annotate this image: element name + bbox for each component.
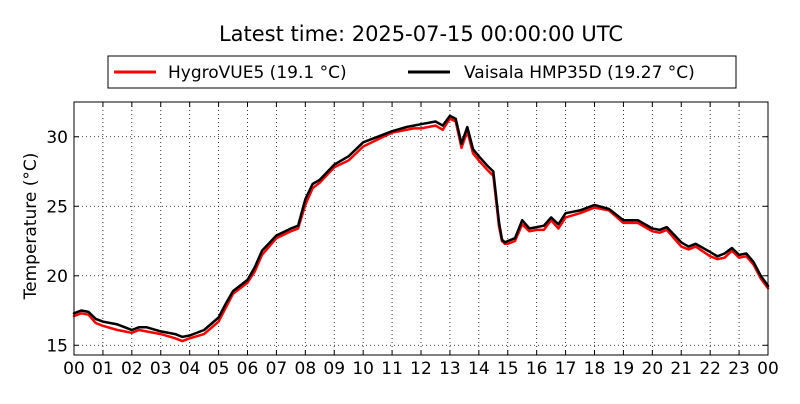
y-tick-label: 25 bbox=[46, 197, 68, 217]
x-tick-label: 05 bbox=[208, 359, 230, 379]
x-tick-label: 10 bbox=[352, 359, 374, 379]
series-lines bbox=[72, 114, 770, 343]
y-tick-label: 15 bbox=[46, 336, 68, 356]
axis-ticks: 00 01 02 03 04 05 06 07 08 09 10 11 12 13 14 15 16 17 18 19… bbox=[46, 102, 779, 379]
x-tick-label: 08 bbox=[295, 359, 317, 379]
x-tick-label: 16 bbox=[526, 359, 548, 379]
x-tick-label: 15 bbox=[497, 359, 519, 379]
x-tick-label: 21 bbox=[670, 359, 692, 379]
x-tick-label: 22 bbox=[699, 359, 721, 379]
x-tick-label: 14 bbox=[468, 359, 490, 379]
x-tick-label: 12 bbox=[410, 359, 432, 379]
legend: HygroVUE5 (19.1 °C) Vaisala HMP35D (19.2… bbox=[107, 55, 737, 89]
x-tick-label: 09 bbox=[323, 359, 345, 379]
x-tick-label: 23 bbox=[728, 359, 750, 379]
legend-label-hygrovue5: HygroVUE5 (19.1 °C) bbox=[168, 63, 347, 83]
x-tick-label: 13 bbox=[439, 359, 461, 379]
series-line-vaisala bbox=[72, 114, 770, 339]
y-tick-label: 30 bbox=[46, 128, 68, 148]
x-tick-label: 04 bbox=[179, 359, 201, 379]
x-tick-label: 00 bbox=[757, 359, 779, 379]
x-tick-label: 17 bbox=[555, 359, 577, 379]
x-tick-label: 03 bbox=[150, 359, 172, 379]
x-tick-label: 19 bbox=[613, 359, 635, 379]
x-tick-label: 20 bbox=[642, 359, 664, 379]
x-tick-label: 11 bbox=[381, 359, 403, 379]
x-tick-label: 07 bbox=[266, 359, 288, 379]
x-tick-label: 01 bbox=[92, 359, 114, 379]
x-tick-label: 00 bbox=[63, 359, 85, 379]
x-tick-label: 02 bbox=[121, 359, 143, 379]
legend-label-vaisala: Vaisala HMP35D (19.27 °C) bbox=[464, 63, 695, 83]
chart-title: Latest time: 2025-07-15 00:00:00 UTC bbox=[219, 22, 623, 46]
series-line-hygrovue5 bbox=[72, 117, 770, 343]
x-tick-label: 18 bbox=[584, 359, 606, 379]
x-tick-label: 06 bbox=[237, 359, 259, 379]
y-axis-label: Temperature (°C) bbox=[21, 153, 41, 301]
y-tick-label: 20 bbox=[46, 267, 68, 287]
